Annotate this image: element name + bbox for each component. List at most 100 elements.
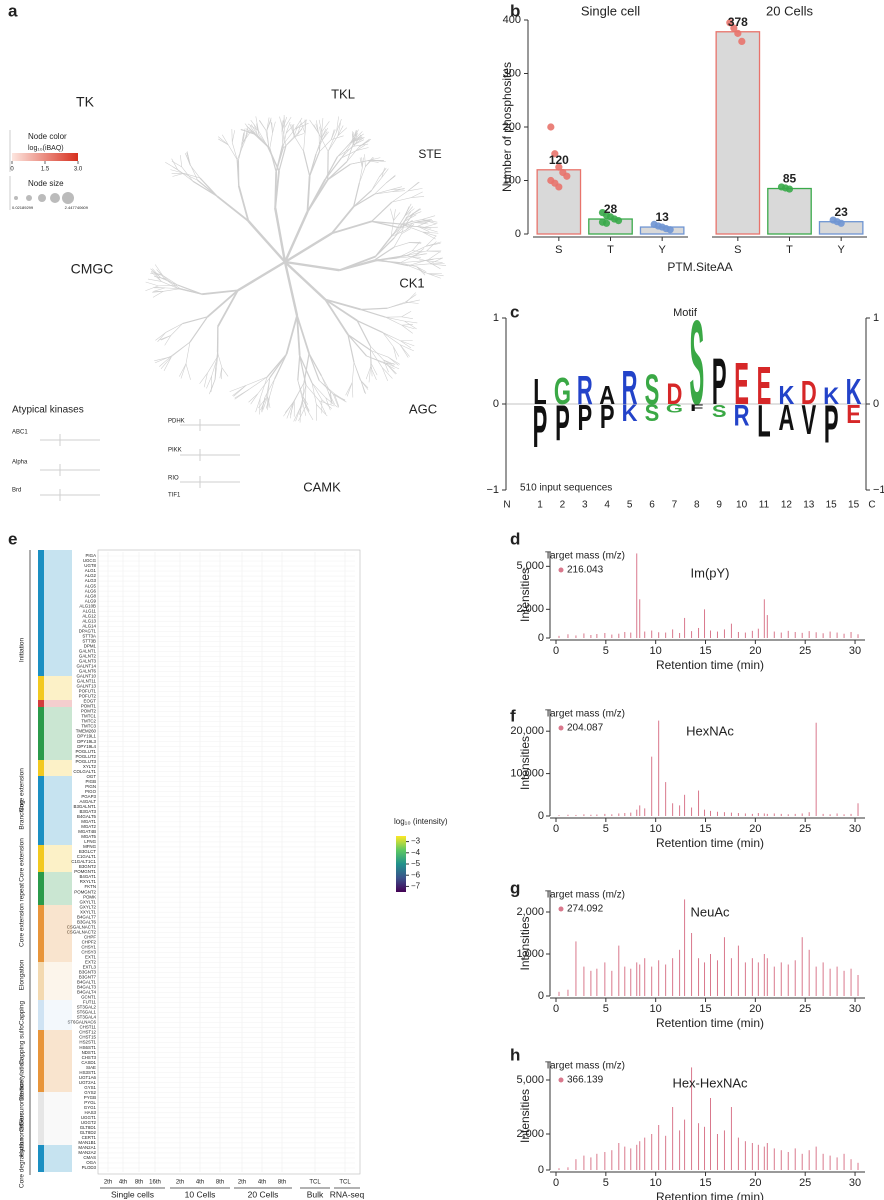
gene-label: CHST15 — [79, 1035, 96, 1040]
tree-branch — [241, 135, 248, 145]
x-tick-label: 11 — [759, 500, 770, 511]
gene-label: ALG10B — [79, 603, 96, 608]
legend-tick-label: −3 — [411, 837, 421, 846]
atypical-label: Brd — [12, 488, 21, 494]
tree-branch — [336, 118, 342, 133]
tree-branch — [247, 220, 286, 263]
x-tick-label: Y — [658, 244, 666, 256]
gene-label: XYLT2 — [83, 764, 97, 769]
target-mass: 204.087 — [567, 723, 604, 734]
pathway-block — [38, 776, 44, 845]
bar — [536, 169, 582, 235]
tree-branch — [393, 216, 405, 234]
tree-branch — [305, 406, 314, 421]
tree-branch — [299, 120, 306, 134]
tree-branch — [299, 401, 303, 415]
tree-branch — [347, 334, 372, 352]
gene-label: NDST1 — [82, 1050, 97, 1055]
tree-branch — [255, 398, 261, 413]
tree-branch — [359, 166, 366, 183]
tree-branch — [183, 173, 201, 179]
column-label: 8th — [278, 1180, 286, 1186]
tree-branch — [266, 117, 270, 131]
gene-label: MAN2A2 — [78, 1150, 96, 1155]
logo-letter: K — [778, 381, 794, 410]
gene-label: DPAGT1 — [79, 628, 97, 633]
kinase-group-label: AGC — [409, 401, 437, 416]
tree-branch — [244, 123, 254, 134]
tree-branch — [393, 209, 396, 221]
gene-label: PIGA — [86, 553, 97, 558]
tree-branch — [337, 142, 352, 157]
tree-branch — [352, 133, 354, 145]
panel-label: h — [510, 1045, 520, 1064]
x-axis-label: Retention time (min) — [656, 1016, 764, 1030]
tree-branch — [182, 316, 208, 325]
gene-label: B3GNT7 — [79, 975, 97, 980]
tree-branch — [231, 142, 238, 160]
gene-label: CHST12 — [79, 1030, 96, 1035]
tree-branch — [356, 144, 366, 151]
gene-label: POMGNT2 — [74, 889, 96, 894]
tree-branch — [353, 137, 365, 146]
logo-letter: S — [645, 366, 660, 414]
logo-letter: P — [555, 396, 570, 452]
x-tick-label: 30 — [849, 1177, 861, 1189]
row-group-label: Hyaluronan — [19, 1123, 26, 1157]
gene-label: FKTN — [85, 884, 96, 889]
gene-label: COLGALT1 — [73, 769, 96, 774]
tree-branch — [411, 191, 423, 198]
tree-branch — [270, 121, 273, 133]
tree-branch — [285, 315, 298, 355]
size-min-label: 0.02189299 — [12, 205, 34, 210]
gene-label: ALG2 — [85, 573, 97, 578]
tree-branch — [365, 157, 375, 167]
column-label: 2th — [176, 1180, 184, 1186]
y-axis-label: Intensities — [518, 1089, 532, 1143]
tree-branch — [373, 246, 395, 261]
tree-branch — [422, 231, 439, 234]
tree-branch — [161, 281, 178, 289]
pathway-block — [38, 1030, 44, 1092]
tree-branch — [393, 223, 407, 239]
tree-branch — [330, 391, 332, 405]
tree-branch — [412, 241, 421, 251]
tree-branch — [152, 291, 164, 298]
tree-branch — [258, 120, 267, 131]
gene-label: MFNG — [83, 844, 97, 849]
tree-branch — [378, 168, 386, 178]
gene-label: STT3A — [82, 633, 96, 638]
tree-branch — [428, 273, 444, 277]
gene-label: PYGB — [84, 1095, 96, 1100]
target-mass: 216.043 — [567, 565, 604, 576]
y-tick-label: 0 — [493, 398, 499, 410]
tree-branch — [180, 155, 183, 167]
tree-branch — [370, 345, 384, 361]
tree-branch — [401, 219, 423, 225]
tree-branch — [170, 323, 183, 336]
gene-label: HAS3 — [85, 1110, 97, 1115]
x-tick-label: 15 — [699, 1003, 711, 1015]
tree-branch — [283, 402, 294, 417]
pathway-shade — [44, 707, 72, 760]
tree-branch — [156, 269, 165, 279]
data-point — [785, 185, 794, 193]
x-axis-label: Retention time (min) — [656, 658, 764, 672]
tree-branch — [371, 350, 383, 368]
tree-branch — [406, 212, 414, 224]
column-group-label: RNA-seq — [330, 1189, 365, 1199]
tree-branch — [360, 307, 388, 311]
tree-branch — [415, 222, 429, 225]
tree-branch — [255, 116, 259, 131]
tree-branch — [297, 123, 302, 135]
kinase-group-label: TK — [76, 94, 95, 110]
tree-branch — [385, 362, 396, 375]
tree-branch — [294, 117, 303, 130]
logo-letter: G — [666, 402, 683, 415]
tree-branch — [410, 252, 420, 258]
tree-branch — [356, 147, 369, 151]
tree-branch — [164, 335, 172, 346]
tree-branch — [429, 257, 444, 265]
tree-branch — [351, 362, 355, 383]
pathway-block — [38, 1145, 44, 1172]
